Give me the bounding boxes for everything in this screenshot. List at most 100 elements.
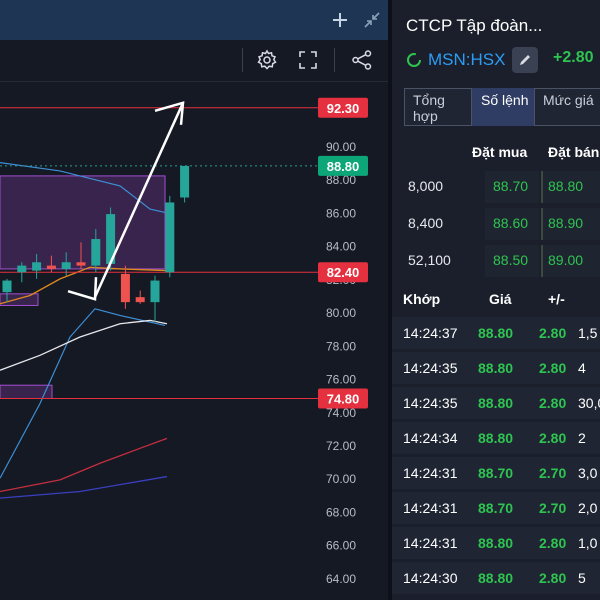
match-volume: 30,0	[578, 395, 600, 411]
plus-icon[interactable]	[330, 10, 350, 30]
ticker-symbol[interactable]: MSN:HSX	[428, 50, 506, 69]
bid-cell[interactable]: 88.60	[485, 208, 539, 240]
zone-box	[0, 175, 166, 270]
match-row[interactable]: 14:24:37 88.80 2.80 1,5	[392, 317, 600, 349]
match-price: 88.70	[478, 500, 514, 516]
share-icon[interactable]	[350, 48, 374, 72]
match-time: 14:24:31	[403, 535, 458, 551]
bid-cell[interactable]: 88.70	[485, 171, 539, 203]
trend-arrow-tail	[67, 277, 98, 301]
y-axis-tick: 68.00	[326, 505, 356, 519]
col-header-price: Giá	[489, 291, 512, 307]
refresh-icon	[407, 53, 421, 67]
y-axis-tick: 66.00	[326, 539, 356, 553]
price-level-badge	[318, 388, 368, 409]
zone-box	[0, 384, 53, 399]
match-price: 88.80	[478, 535, 514, 551]
candle-body	[91, 239, 101, 266]
match-price: 88.80	[478, 360, 514, 376]
spread-divider	[541, 208, 543, 240]
match-volume: 2,0	[578, 500, 598, 516]
bid-header: Đặt mua	[472, 144, 528, 160]
bid-price: 88.60	[493, 215, 529, 231]
match-change: 2.70	[539, 500, 567, 516]
candle-body	[76, 262, 86, 266]
match-row[interactable]: 14:24:31 88.80 2.80 1,0	[392, 527, 600, 559]
price-level-badge	[318, 155, 368, 176]
edit-button[interactable]	[512, 47, 538, 73]
col-header-change: +/-	[548, 291, 565, 307]
chart-topbar	[0, 0, 388, 40]
moving-average-navy	[0, 475, 168, 499]
orderbook-volume: 8,000	[408, 178, 444, 194]
match-price: 88.70	[478, 465, 514, 481]
match-row[interactable]: 14:24:34 88.80 2.80 2	[392, 422, 600, 454]
match-time: 14:24:31	[403, 500, 458, 516]
y-axis-tick: 88.00	[326, 173, 356, 187]
ask-cell[interactable]: 88.80	[543, 171, 600, 203]
match-time: 14:24:35	[403, 395, 458, 411]
orderbook-row[interactable]: 52,100 88.50 89.00	[392, 243, 600, 280]
orderbook-row[interactable]: 8,000 88.70 88.80	[392, 169, 600, 206]
match-volume: 1,0	[578, 535, 598, 551]
moving-average-white	[0, 319, 168, 371]
spread-divider	[541, 245, 543, 277]
ticker-row[interactable]: MSN:HSX	[406, 46, 505, 74]
candle-body	[150, 280, 160, 303]
chart-panel: 90.0088.0086.0084.0082.0080.0078.0076.00…	[0, 0, 388, 600]
toolbar-divider	[242, 48, 243, 72]
match-time: 14:24:34	[403, 430, 458, 446]
panel-divider[interactable]	[388, 0, 392, 600]
match-row[interactable]: 14:24:30 88.80 2.80 5	[392, 562, 600, 594]
match-row[interactable]: 14:24:31 88.70 2.70 2,0	[392, 492, 600, 524]
price-level-label: 74.80	[327, 391, 360, 406]
candle-body	[165, 202, 175, 273]
ask-cell[interactable]: 88.90	[543, 208, 600, 240]
ask-cell[interactable]: 89.00	[543, 245, 600, 277]
bid-cell[interactable]: 88.50	[485, 245, 539, 277]
price-level-badge	[318, 262, 368, 283]
tab-muc-gia[interactable]: Mức giá	[534, 88, 600, 126]
ask-price: 88.90	[548, 215, 584, 231]
orderbook-row[interactable]: 8,400 88.60 88.90	[392, 206, 600, 243]
price-chart[interactable]: 90.0088.0086.0084.0082.0080.0078.0076.00…	[0, 82, 388, 600]
match-change: 2.80	[539, 360, 567, 376]
chart-toolbar	[0, 40, 388, 82]
tab-label: Mức giá	[543, 92, 594, 108]
bid-price: 88.70	[493, 178, 529, 194]
candle-body	[135, 297, 145, 303]
match-price: 88.80	[478, 395, 514, 411]
y-axis-tick: 70.00	[326, 472, 356, 486]
settings-icon[interactable]	[255, 48, 279, 72]
fullscreen-icon[interactable]	[296, 48, 320, 72]
match-volume: 2	[578, 430, 586, 446]
collapse-icon[interactable]	[362, 10, 382, 30]
y-axis-tick: 90.00	[326, 140, 356, 154]
match-row[interactable]: 14:24:31 88.70 2.70 3,0	[392, 457, 600, 489]
moving-average-red	[0, 437, 168, 493]
match-change: 2.80	[539, 430, 567, 446]
orderbook-volume: 8,400	[408, 215, 444, 231]
tab-bar: Tổng hợp Số lệnh Mức giá	[404, 88, 600, 126]
bollinger-lower-line	[0, 308, 166, 479]
match-time: 14:24:37	[403, 325, 458, 341]
match-row[interactable]: 14:24:35 88.80 2.80 30,0	[392, 387, 600, 419]
y-axis-tick: 80.00	[326, 306, 356, 320]
tab-so-lenh[interactable]: Số lệnh	[472, 88, 534, 126]
tab-tong-hop[interactable]: Tổng hợp	[404, 88, 472, 126]
match-volume: 5	[578, 570, 586, 586]
tab-label: Số lệnh	[481, 92, 529, 108]
candle-body	[180, 165, 190, 198]
right-panel: CTCP Tập đoàn... MSN:HSX +2.80 Tổng hợp …	[392, 0, 600, 600]
match-change: 2.70	[539, 465, 567, 481]
trend-arrow-head	[154, 101, 185, 125]
match-change: 2.80	[539, 570, 567, 586]
tab-label: Tổng hợp	[413, 92, 445, 124]
ask-price: 89.00	[548, 252, 584, 268]
candle-body	[32, 262, 42, 271]
match-row[interactable]: 14:24:35 88.80 2.80 4	[392, 352, 600, 384]
y-axis-tick: 74.00	[326, 406, 356, 420]
match-time: 14:24:35	[403, 360, 458, 376]
match-volume: 4	[578, 360, 586, 376]
match-volume: 1,5	[578, 325, 598, 341]
